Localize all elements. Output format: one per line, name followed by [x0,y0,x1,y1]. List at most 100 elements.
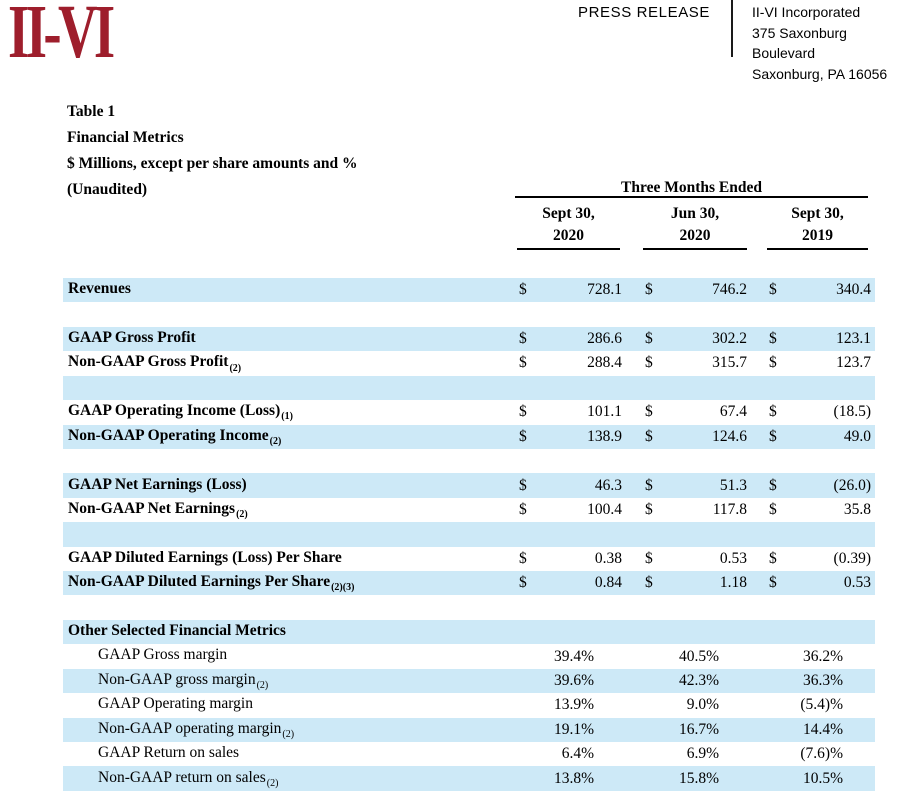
table-row: GAAP Return on sales 6.4% 6.9% (7.6)% [63,742,875,766]
row-label-text: Non-GAAP Gross Profit [68,353,229,371]
value-cell-col2: $67.4 [643,403,747,421]
value-cell-col3: (7.6)% [767,745,871,763]
table-row: GAAP Net Earnings (Loss) $46.3 $51.3 $ (2… [63,473,875,498]
value: 39.4% [553,647,594,665]
row-label-text: GAAP Diluted Earnings (Loss) Per Share [68,548,342,566]
company-address-block: II-VI Incorporated 375 Saxonburg Bouleva… [752,2,913,84]
row-label-text: GAAP Operating margin [98,695,253,713]
value: (7.6)% [800,745,843,763]
value: 123.1 [836,330,871,348]
value-cell-col1: $138.9 [517,428,622,446]
value-cell-col2: 40.5% [643,648,747,666]
row-label: Non-GAAP Net Earnings(2) [63,500,517,520]
value: (18.5) [833,403,871,421]
row-label: Non-GAAP Gross Profit(2) [63,353,517,373]
row-label-text: GAAP Return on sales [98,744,240,762]
value-cell-col2: $302.2 [643,330,747,348]
row-label: Revenues [63,280,517,300]
value-cell-col1: $0.38 [517,550,622,568]
dollar-sign: $ [645,330,653,348]
value: 138.9 [587,427,622,445]
dollar-sign: $ [769,501,777,518]
dollar-sign: $ [645,403,653,421]
value: 340.4 [836,281,871,299]
value-cell-col2: 16.7% [643,721,747,739]
value: 0.38 [594,549,622,567]
header-divider [731,0,733,57]
press-release-label: PRESS RELEASE [578,4,711,21]
value: 49.0 [843,427,871,445]
table-row [63,302,875,326]
value: 9.0% [686,696,719,714]
value-cell-col2: 6.9% [643,745,747,763]
dollar-sign: $ [519,330,527,348]
value: 15.8% [678,769,719,787]
value: 286.6 [587,330,622,348]
footnote-subscript: (2) [236,509,248,521]
value: (5.4)% [800,696,843,714]
value: (26.0) [833,476,871,494]
value-cell-col2: $117.8 [643,501,747,519]
row-label-text: Non-GAAP operating margin [98,719,282,737]
value-cell-col3: $35.8 [767,501,871,519]
row-label-text: Non-GAAP gross margin [98,670,256,688]
table-row: Revenues $728.1 $746.2 $340.4 [63,278,875,303]
value-cell-col3: $123.7 [767,354,871,372]
dollar-sign: $ [519,403,527,421]
value-cell-col3: $0.53 [767,574,871,592]
column-header-year: 2020 [679,227,711,244]
footnote-subscript: (2) [269,435,282,447]
column-header-date: Sept 30, [791,205,844,222]
value: 124.6 [712,427,747,445]
value-cell-col2: $1.18 [643,574,747,592]
unaudited-note: (Unaudited) [67,181,148,198]
row-label: GAAP Net Earnings (Loss) [63,476,517,496]
dollar-sign: $ [519,354,527,372]
value: 315.7 [712,354,747,372]
row-label-text: Non-GAAP return on sales [98,768,266,786]
value: 16.7% [678,720,719,738]
row-label-text: GAAP Gross margin [98,646,228,664]
value-cell-col1: $728.1 [517,281,622,299]
value: 19.1% [553,720,594,738]
column-header-date: Sept 30, [542,205,595,222]
dollar-sign: $ [769,427,777,445]
table-row: Non-GAAP Gross Profit(2) $288.4 $315.7 $… [63,351,875,375]
dollar-sign: $ [645,501,653,518]
value: 746.2 [712,281,747,299]
value-cell-col2: $746.2 [643,281,747,299]
value: 117.8 [712,501,747,518]
company-address-line2: Saxonburg, PA 16056 [752,65,888,82]
value-cell-col2: $0.53 [643,550,747,568]
value-cell-col2: 9.0% [643,696,747,714]
row-label: GAAP Gross margin [63,646,517,666]
value: 6.4% [561,745,594,763]
value: (0.39) [833,549,871,567]
column-header-sept-2020: Sept 30, 2020 [517,203,620,250]
dollar-sign: $ [645,574,653,592]
value: 36.3% [802,671,843,689]
dollar-sign: $ [645,281,653,299]
dollar-sign: $ [645,549,653,567]
dollar-sign: $ [519,549,527,567]
value-cell-col1: 13.8% [517,770,622,788]
dollar-sign: $ [519,281,527,299]
value: 42.3% [678,671,719,689]
dollar-sign: $ [769,354,777,372]
table-title: Financial Metrics [67,129,184,146]
table-title-block: Table 1 Financial Metrics $ Millions, ex… [67,99,358,203]
table-row: Other Selected Financial Metrics [63,619,875,645]
footnote-subscript: (2) [229,362,242,374]
row-label [63,451,517,471]
value: 14.4% [802,720,843,738]
row-label: GAAP Operating Income (Loss)(1) [63,402,517,422]
value: 6.9% [686,745,719,763]
value-cell-col3: $123.1 [767,330,871,348]
value-cell-col1: 13.9% [517,696,622,714]
value-cell-col1: 19.1% [517,721,622,739]
table-row [63,375,875,401]
row-label-text: GAAP Net Earnings (Loss) [68,475,247,493]
table-row [63,522,875,547]
value: 13.8% [553,769,594,787]
